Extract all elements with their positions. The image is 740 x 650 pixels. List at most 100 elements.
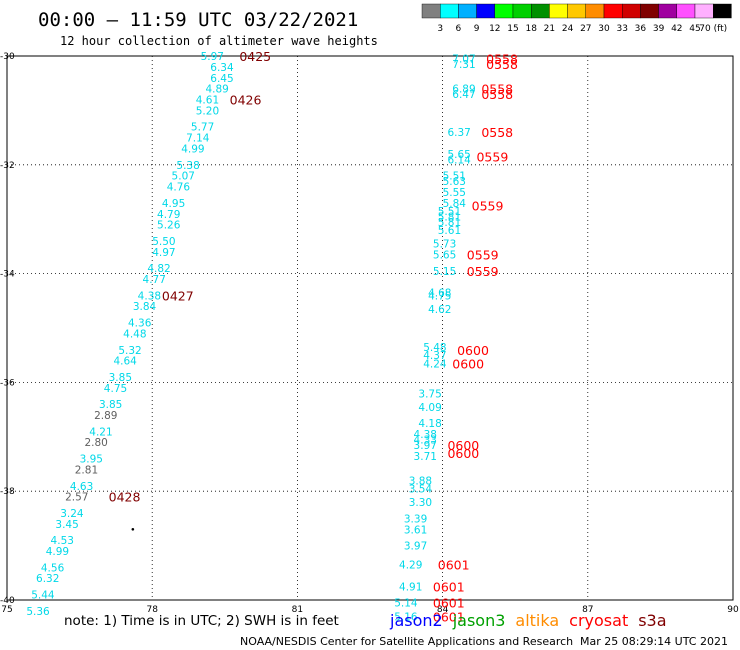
wave-height-label: 4.56 xyxy=(41,562,65,574)
wave-height-label: 5.81 xyxy=(438,217,461,229)
plot-frame xyxy=(6,55,734,601)
wave-height-label: 6.32 xyxy=(36,573,59,585)
chart-subtitle: 12 hour collection of altimeter wave hei… xyxy=(60,34,378,48)
satellite-legend: jason2 jason3 altika cryosat s3a xyxy=(389,611,667,630)
plot-dot xyxy=(131,527,135,531)
footer-timestamp: Mar 25 08:29:14 UTC 2021 xyxy=(580,635,728,648)
legend-swatch xyxy=(567,3,586,19)
time-label: 0559 xyxy=(467,248,499,263)
wave-height-label: 4.36 xyxy=(128,318,152,330)
time-labels: 0425042604270428055805580558055805580559… xyxy=(109,49,518,624)
legend-label: 15 xyxy=(507,24,518,34)
wave-height-label: 3.30 xyxy=(409,497,432,509)
time-label: 0558 xyxy=(481,87,513,102)
satellite-name: s3a xyxy=(638,611,666,630)
wave-height-label: 4.75 xyxy=(428,290,451,302)
legend-label: 45 xyxy=(689,24,700,34)
wave-height-label: 4.97 xyxy=(152,247,175,259)
legend-label: 33 xyxy=(616,24,627,34)
satellite-name: altika xyxy=(515,611,559,630)
plot-dots xyxy=(131,527,135,531)
legend-swatch xyxy=(494,3,514,19)
y-tick-label: -40 xyxy=(0,596,15,606)
legend-label: 21 xyxy=(544,24,555,34)
wave-height-label: 4.95 xyxy=(162,198,185,210)
wave-height-label: 3.84 xyxy=(133,301,157,313)
wave-height-label: 6.14 xyxy=(447,154,471,166)
wave-height-label: 7.14 xyxy=(186,133,210,145)
legend-swatch xyxy=(622,3,641,19)
legend-swatch xyxy=(585,3,605,19)
time-label: 0558 xyxy=(486,52,518,67)
wave-height-label: 5.51 xyxy=(443,171,466,183)
y-tick-label: -38 xyxy=(0,487,15,497)
wave-height-label: 3.88 xyxy=(409,475,432,487)
time-label: 0601 xyxy=(433,609,465,624)
legend-label: 30 xyxy=(598,24,610,34)
x-tick-label: 81 xyxy=(292,605,303,615)
wave-height-label: 4.99 xyxy=(46,546,69,558)
wave-height-label: 7.31 xyxy=(452,59,475,71)
y-tick-label: -32 xyxy=(0,161,15,171)
wave-height-label: 5.15 xyxy=(433,266,456,278)
time-label: 0600 xyxy=(457,343,489,358)
y-tick-label: -36 xyxy=(0,378,15,388)
wave-height-label: 5.84 xyxy=(443,198,467,210)
wave-height-label: 6.37 xyxy=(447,127,470,139)
legend-label: 12 xyxy=(489,24,500,34)
wave-height-label: 3.95 xyxy=(80,454,103,466)
x-tick-label: 90 xyxy=(727,605,739,615)
time-label: 0600 xyxy=(447,438,479,453)
legend-swatch xyxy=(676,3,696,19)
wave-height-label: 4.37 xyxy=(423,350,446,362)
wave-height-label: 5.07 xyxy=(172,171,195,183)
wave-height-label: 5.26 xyxy=(157,220,181,232)
wave-height-label: 2.89 xyxy=(94,410,117,422)
wave-height-label: 4.38 xyxy=(414,429,437,441)
legend-label: 27 xyxy=(580,24,591,34)
legend-label: 3 xyxy=(437,24,443,34)
time-label: 0428 xyxy=(109,490,141,505)
grid-lines xyxy=(7,56,733,600)
wave-height-label: 5.44 xyxy=(31,590,55,602)
wave-height-label: 3.97 xyxy=(414,440,437,452)
wave-height-label: 5.65 xyxy=(447,149,470,161)
time-label: 0558 xyxy=(486,57,518,72)
wave-height-label: 5.50 xyxy=(152,236,175,248)
time-label: 0601 xyxy=(433,596,465,611)
legend-swatch xyxy=(512,3,532,19)
wave-height-label: 4.48 xyxy=(123,328,146,340)
wave-height-label: 5.61 xyxy=(438,225,461,237)
wave-height-label: 4.75 xyxy=(104,383,127,395)
y-tick-label: -34 xyxy=(0,270,15,280)
legend-swatch xyxy=(440,3,459,19)
wave-height-label: 4.09 xyxy=(418,402,441,414)
wave-height-label: 5.65 xyxy=(433,250,456,262)
wave-height-label: 3.24 xyxy=(60,508,84,520)
wave-height-label: 3.97 xyxy=(404,541,427,553)
wave-height-label: 5.73 xyxy=(433,239,456,251)
wave-height-label: 4.63 xyxy=(70,481,93,493)
satellite-name: jason2 xyxy=(389,611,443,630)
legend-swatch xyxy=(549,3,568,19)
wave-height-label: 4.64 xyxy=(113,356,137,368)
wave-height-label: 5.36 xyxy=(26,606,50,618)
wave-height-label: 4.18 xyxy=(418,418,441,430)
wave-height-label: 4.33 xyxy=(414,435,437,447)
wave-height-label: 5.97 xyxy=(201,51,224,63)
wave-height-label: 2.57 xyxy=(65,492,88,504)
wave-height-label: 5.38 xyxy=(176,160,199,172)
wave-height-label: 3.39 xyxy=(404,513,427,525)
wave-height-label: 5.20 xyxy=(196,105,219,117)
legend-swatch xyxy=(458,3,477,19)
wave-height-label: 4.62 xyxy=(428,304,451,316)
wave-height-label: 3.85 xyxy=(99,399,122,411)
y-axis-ticks: -30 -32 -34 -36 -38 -40 xyxy=(0,52,15,606)
legend-label: 70 (ft) xyxy=(699,24,727,34)
time-label: 0559 xyxy=(467,264,499,279)
time-label: 0601 xyxy=(433,579,465,594)
legend-swatch xyxy=(713,3,732,19)
wave-height-label: 5.81 xyxy=(438,211,461,223)
